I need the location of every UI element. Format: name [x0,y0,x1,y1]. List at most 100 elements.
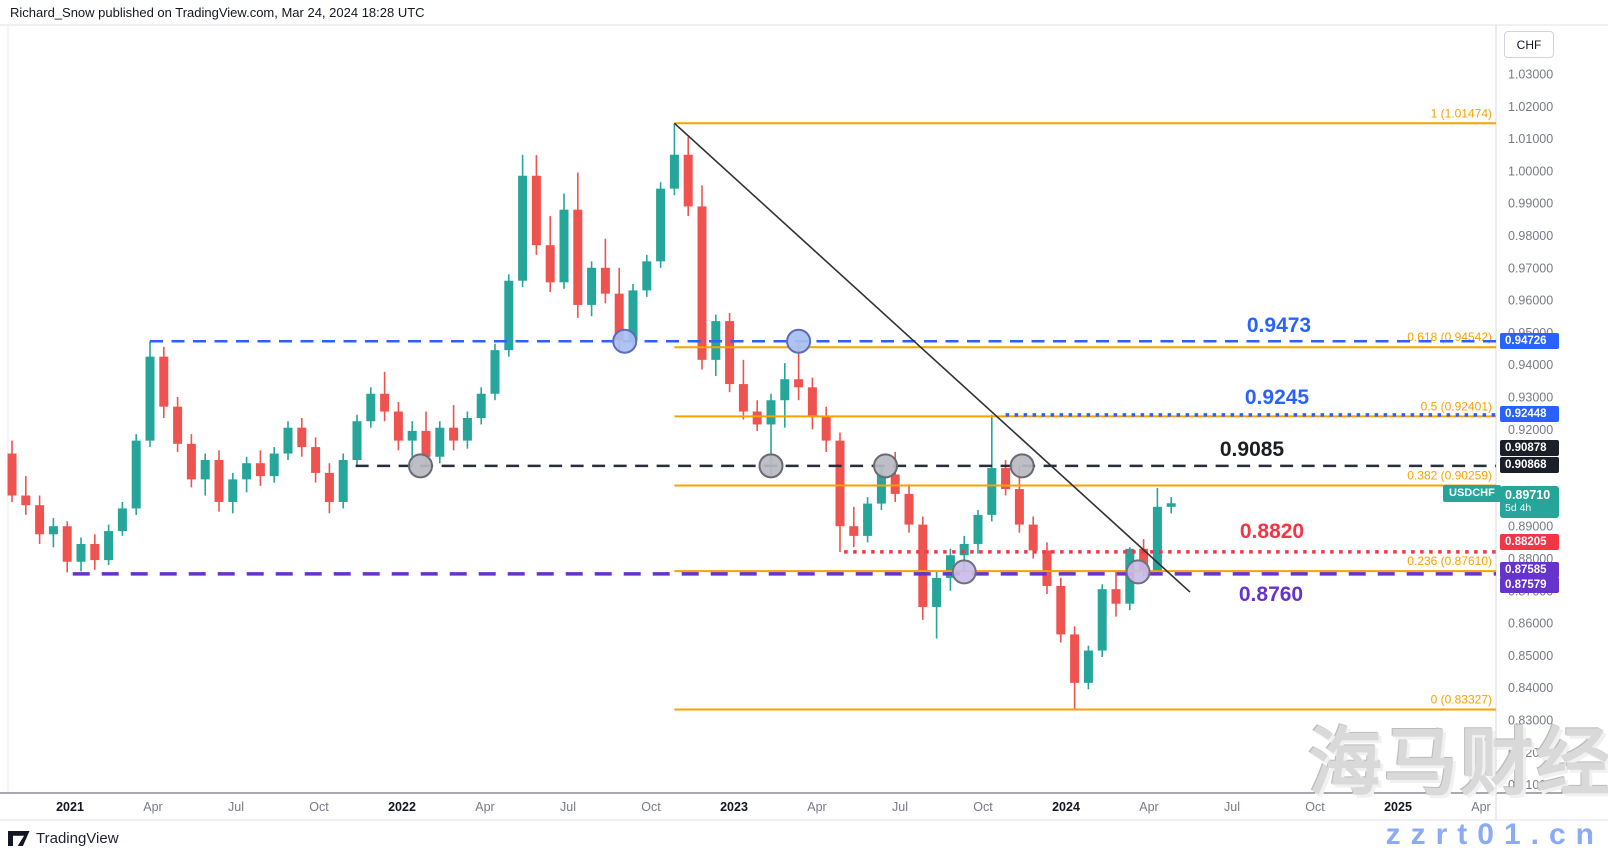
candle-body [1056,585,1066,635]
candle-body [407,430,417,441]
level-annotation: 0.8760 [1239,583,1303,606]
time-axis-label: Oct [641,800,661,814]
candle-body [145,356,155,441]
candle-body [35,505,45,535]
candle-body [104,531,114,561]
candle-body [1166,503,1176,507]
fib-level-label: 0.236 (0.87610) [1407,554,1492,568]
candle-body [780,379,790,401]
candle-body [587,267,597,305]
current-price-flag: 0.89710 5d 4h [1500,486,1559,518]
candle-body [48,526,58,535]
time-axis-label: Apr [475,800,494,814]
candle-body [1070,634,1080,683]
price-tick-label: 0.86000 [1508,617,1553,631]
price-tick-label: 1.01000 [1508,132,1553,146]
time-axis-label: Oct [1305,800,1325,814]
candle-body [628,290,638,341]
candle-body [421,430,431,457]
candle-body [807,387,817,417]
candle-body [1083,650,1093,683]
candle-body [76,543,86,562]
time-axis-label: 2024 [1052,800,1080,814]
candle-body [821,416,831,441]
time-axis-label: Apr [807,800,826,814]
candle-body [1139,548,1149,572]
candle-body [435,427,445,457]
gray-circle-marker [873,453,899,479]
candle-body [393,411,403,441]
price-flag: 0.87585 [1500,562,1559,578]
candle-body [849,526,859,536]
candle-body [945,555,955,578]
fib-level-label: 1 (1.01474) [1431,106,1492,120]
currency-toggle-button[interactable]: CHF [1504,31,1554,58]
candle-body [7,453,17,496]
level-annotation: 0.9245 [1245,386,1310,409]
price-tick-label: 0.85000 [1508,649,1553,663]
candle-body [62,526,72,562]
gray-circle-marker [1009,453,1035,479]
price-tick-label: 0.81000 [1508,778,1553,792]
level-annotation: 0.9085 [1220,438,1285,461]
candle-body [1001,468,1011,490]
candle-body [973,514,983,544]
candle-body [656,188,666,262]
level-annotation: 0.8820 [1240,520,1304,543]
candle-body [131,440,141,509]
candle-body [669,154,679,189]
time-axis-label: Jul [228,800,244,814]
candle-body [338,459,348,502]
candle-body [683,154,693,207]
candle-body [380,393,390,412]
candle-body [987,468,997,515]
time-axis-label: 2023 [720,800,748,814]
gray-circle-marker [407,453,433,479]
tradingview-brand-label: TradingView [36,830,119,847]
price-tick-label: 0.92000 [1508,423,1553,437]
tradingview-logo-icon [8,831,30,846]
candle-body [518,175,528,281]
fib-level-label: 0.5 (0.92401) [1421,399,1492,413]
time-axis-label: Oct [973,800,993,814]
price-flag: 0.88205 [1500,534,1559,550]
time-axis-label: Apr [1471,800,1490,814]
candle-body [90,543,100,561]
candle-body [573,209,583,305]
lavender-circle-marker [1125,559,1151,585]
blue-circle-marker [612,328,638,354]
price-flag: 0.87579 [1500,577,1559,593]
fib-level-label: 0.382 (0.90259) [1407,469,1492,483]
lavender-circle-marker [951,559,977,585]
time-axis-label: Jul [892,800,908,814]
price-tick-label: 1.00000 [1508,164,1553,178]
candle-body [324,472,334,502]
price-tick-label: 0.89000 [1508,520,1553,534]
gray-circle-marker [758,453,784,479]
candle-body [449,427,459,441]
candle-body [1014,489,1024,525]
price-tick-label: 0.97000 [1508,261,1553,275]
candle-body [1111,589,1121,604]
candle-body [228,479,238,502]
price-tick-label: 0.99000 [1508,197,1553,211]
level-annotation: 0.9473 [1247,314,1311,337]
candle-body [366,393,376,422]
candle-body [476,393,486,418]
candle-body [242,463,252,480]
price-tick-label: 1.02000 [1508,100,1553,114]
candle-body [1028,524,1038,551]
time-axis-label: Jul [560,800,576,814]
candle-body [200,459,210,480]
candle-body [559,209,569,283]
tradingview-footer[interactable]: TradingView [8,830,119,847]
current-price-value: 0.89710 [1505,488,1551,502]
price-tick-label: 1.03000 [1508,68,1553,82]
candle-body [545,245,555,283]
price-tick-label: 0.98000 [1508,229,1553,243]
price-tick-label: 0.83000 [1508,714,1553,728]
candle-body [269,453,279,477]
candle-body [876,474,886,504]
candle-body [904,493,914,525]
